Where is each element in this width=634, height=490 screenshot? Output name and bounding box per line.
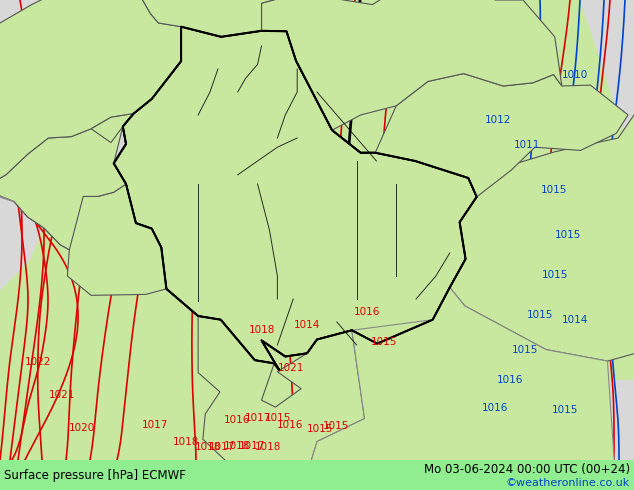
Text: 1016: 1016 [354,307,380,317]
Text: 1016: 1016 [224,415,250,425]
Polygon shape [416,0,495,242]
Text: 1015: 1015 [512,345,538,355]
Text: 1021: 1021 [49,390,75,400]
Text: 1021: 1021 [278,363,304,373]
Polygon shape [51,288,614,490]
Text: 1015: 1015 [323,421,349,431]
Polygon shape [91,114,134,143]
Text: 1015: 1015 [541,185,567,195]
Polygon shape [0,0,100,290]
Polygon shape [108,0,192,258]
Polygon shape [127,0,295,37]
Text: Surface pressure [hPa] ECMWF: Surface pressure [hPa] ECMWF [4,468,186,482]
Polygon shape [380,432,490,460]
Text: 1016: 1016 [482,403,508,413]
Text: 1020: 1020 [69,423,95,433]
Polygon shape [0,0,100,290]
Polygon shape [14,184,166,295]
Polygon shape [375,74,628,197]
Polygon shape [480,380,634,460]
Text: 1017: 1017 [239,441,265,451]
Text: 1017: 1017 [142,420,168,430]
Text: 1022: 1022 [25,357,51,367]
Text: 1015: 1015 [265,413,291,423]
Text: 1016: 1016 [497,375,523,385]
Polygon shape [113,26,477,370]
Polygon shape [198,316,365,490]
Text: 1018: 1018 [249,325,275,335]
Text: 1011: 1011 [514,140,540,150]
Text: 1017: 1017 [245,413,271,423]
Polygon shape [0,0,181,189]
Polygon shape [580,0,634,210]
Text: 1010: 1010 [562,70,588,80]
Text: 1015: 1015 [527,310,553,320]
Text: 1017: 1017 [209,442,235,452]
Text: 1016: 1016 [277,420,303,430]
Text: 1015: 1015 [555,230,581,240]
Bar [0,460,634,490]
Polygon shape [450,92,634,361]
Polygon shape [0,114,134,250]
Polygon shape [0,0,634,460]
Text: 1014: 1014 [294,320,320,330]
Text: ©weatheronline.co.uk: ©weatheronline.co.uk [506,478,630,489]
Text: 1018: 1018 [195,442,221,452]
Text: 1015: 1015 [542,270,568,280]
Text: 1018: 1018 [224,441,250,451]
Text: 1012: 1012 [485,115,511,125]
Text: 1015: 1015 [371,337,397,347]
Polygon shape [261,0,562,130]
Text: Mo 03-06-2024 00:00 UTC (00+24): Mo 03-06-2024 00:00 UTC (00+24) [424,463,630,476]
Polygon shape [0,138,16,490]
Text: 1018: 1018 [255,442,281,452]
Text: 1015: 1015 [307,424,333,434]
Text: 1018: 1018 [173,437,199,447]
Text: 1015: 1015 [552,405,578,415]
Text: 1014: 1014 [562,315,588,325]
